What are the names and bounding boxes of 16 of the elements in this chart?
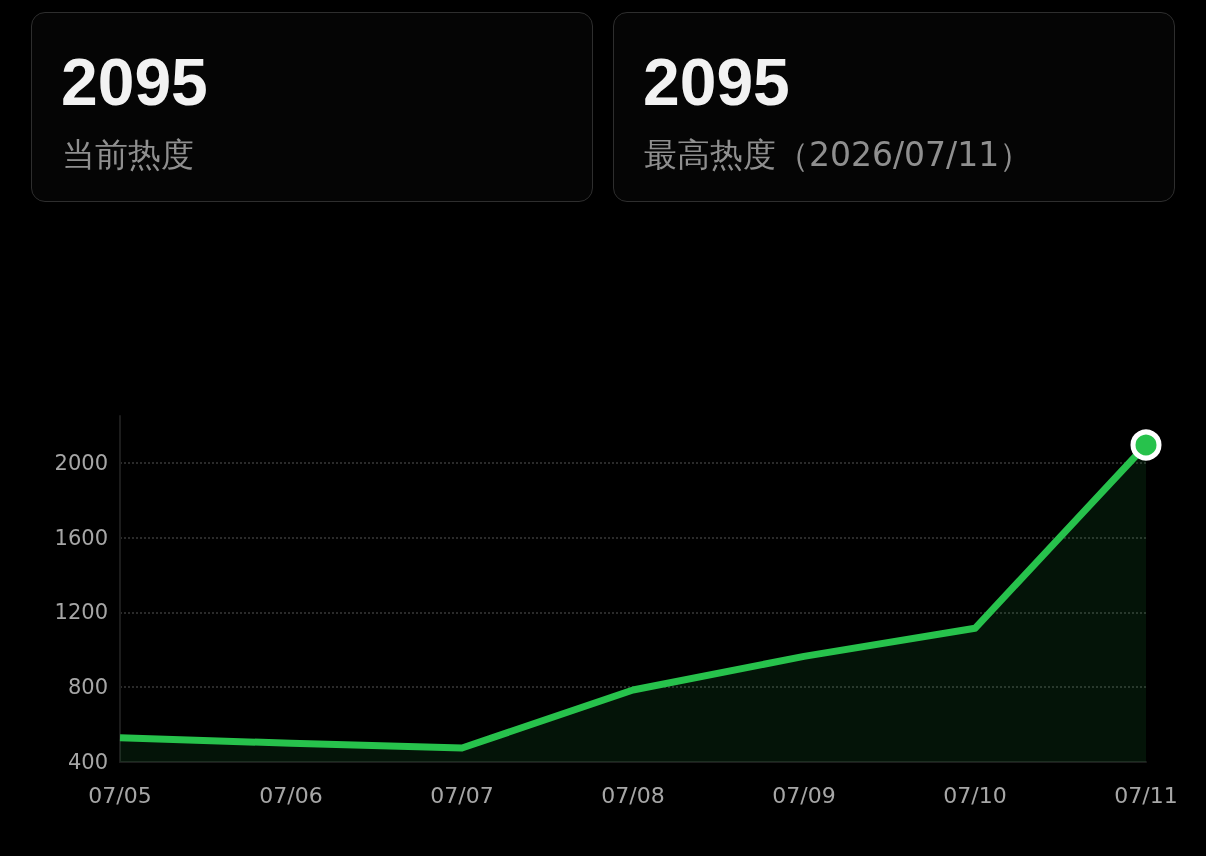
- x-tick-label: 07/07: [430, 782, 494, 808]
- y-tick-label: 800: [67, 675, 108, 700]
- x-tick-label: 07/08: [601, 782, 665, 808]
- y-tick-label: 400: [67, 750, 108, 774]
- x-tick-label: 07/05: [88, 782, 152, 808]
- y-tick-label: 2000: [54, 450, 108, 475]
- x-tick-label: 07/11: [1114, 782, 1178, 808]
- x-tick-label: 07/09: [772, 782, 836, 808]
- x-tick-label: 07/10: [943, 782, 1007, 808]
- x-tick-label: 07/06: [259, 782, 323, 808]
- text: 2095: [643, 45, 790, 119]
- y-tick-label: 1200: [54, 600, 108, 625]
- text: 2095: [61, 45, 208, 119]
- text: 最高热度（2026/07/11）: [644, 134, 1033, 176]
- text: 当前热度: [62, 134, 194, 176]
- y-tick-label: 1600: [54, 525, 108, 550]
